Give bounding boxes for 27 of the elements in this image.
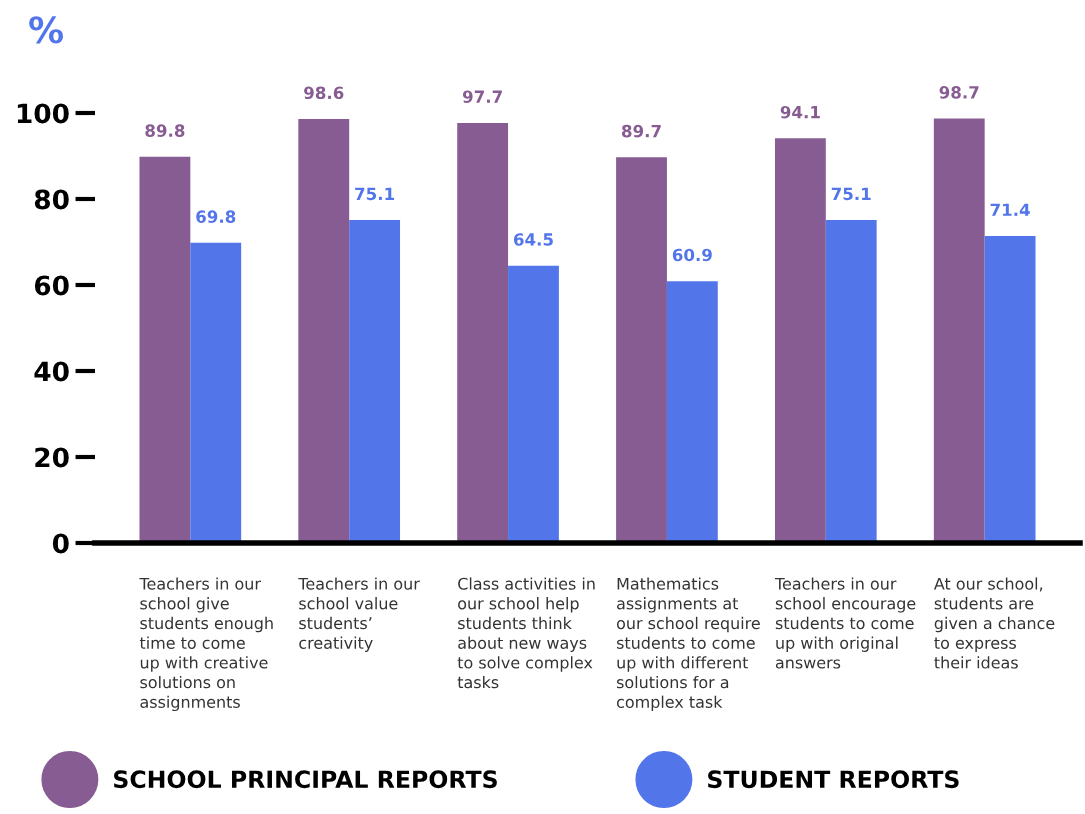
data-label: 60.9 bbox=[672, 248, 712, 262]
data-label: 94.1 bbox=[780, 105, 820, 119]
y-tick-label: 40 bbox=[34, 361, 69, 382]
y-tick-label: 0 bbox=[52, 533, 69, 554]
x-tick-label: Teachers in our school value students’ creativity bbox=[298, 577, 420, 652]
x-tick-label: At our school, students are given a chance to express their ideas bbox=[933, 577, 1055, 669]
x-tick-label: Teachers in our school give students enough time to come up with creative solutions on assignments bbox=[139, 577, 273, 712]
y-tick-label: 80 bbox=[34, 189, 69, 210]
y-tick-label: 20 bbox=[35, 447, 69, 468]
data-label: 71.4 bbox=[990, 203, 1030, 216]
x-tick-label: Mathematics assignments at our school require students to come up with different solutions for a complex task bbox=[616, 577, 760, 712]
data-label: 75.1 bbox=[831, 187, 871, 201]
legend-label: STUDENT REPORTS bbox=[708, 770, 959, 789]
data-label: 69.8 bbox=[196, 210, 236, 223]
y-tick-label: 100 bbox=[17, 103, 69, 124]
data-label: 97.7 bbox=[462, 90, 502, 103]
data-label: 75.1 bbox=[355, 187, 395, 201]
data-label: 98.7 bbox=[939, 86, 979, 99]
legend-label: SCHOOL PRINCIPAL REPORTS bbox=[114, 770, 497, 789]
data-label: 98.6 bbox=[304, 86, 344, 100]
data-label: 64.5 bbox=[513, 233, 553, 246]
x-tick-label: Teachers in our school encourage students to come up with original answers bbox=[774, 577, 916, 669]
y-axis-title: % bbox=[29, 16, 64, 44]
data-label: 89.8 bbox=[145, 124, 185, 137]
y-tick-label: 60 bbox=[34, 275, 69, 296]
x-tick-label: Class activities in our school help students think about new ways to solve complex tasks bbox=[457, 577, 595, 689]
data-label: 89.7 bbox=[621, 124, 661, 138]
